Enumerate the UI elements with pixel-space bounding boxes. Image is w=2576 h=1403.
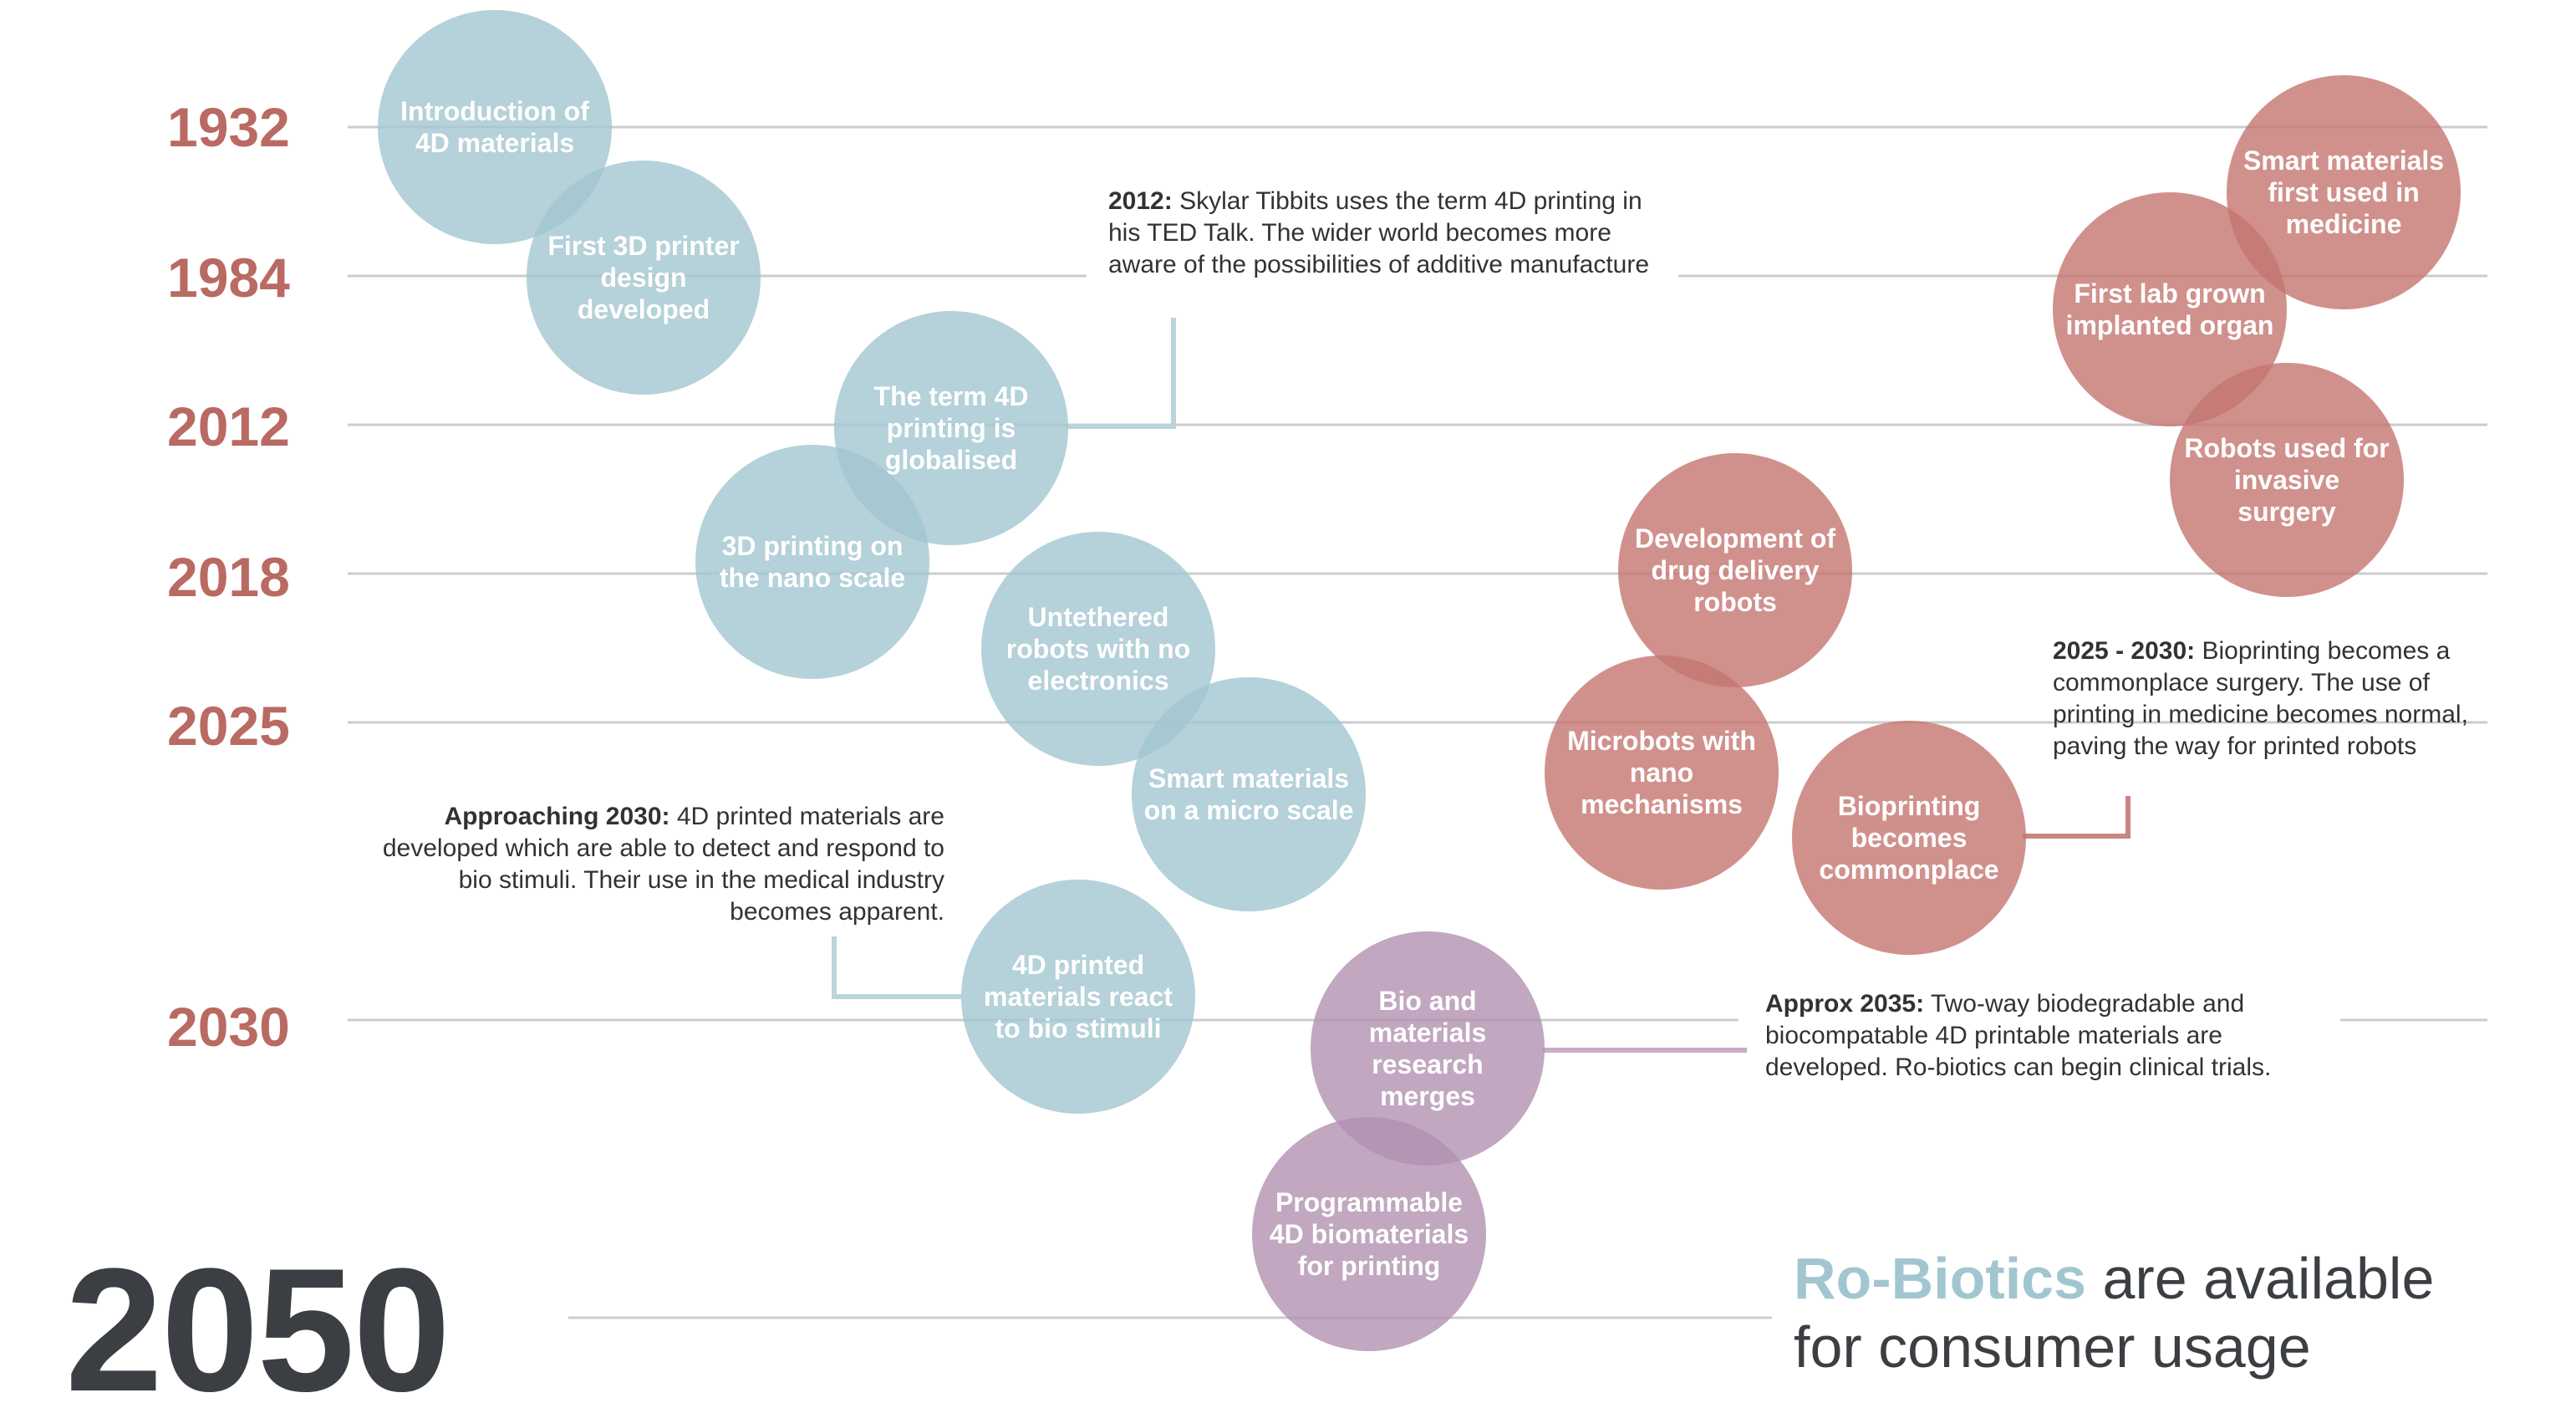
note-2025-2030: 2025 - 2030: Bioprinting becomes a commo… [2053,635,2497,763]
note-approx-2035-heading: Approx 2035: [1765,990,1925,1018]
note-2025-2030-heading: 2025 - 2030: [2053,637,2196,665]
brand-name: Ro-Biotics [1794,1246,2086,1311]
connector-2025 [2023,796,2131,839]
bubble-drug-delivery-robots: Development of drug delivery robots [1618,453,1852,687]
connector-2030 [832,936,961,999]
note-approaching-2030-heading: Approaching 2030: [444,803,670,830]
year-label-1932: 1932 [167,96,290,158]
bubble-introduction-4d-materials: Introduction of 4D materials [378,10,612,244]
note-approaching-2030: Approaching 2030: 4D printed materials a… [369,801,944,928]
year-label-2018: 2018 [167,546,290,608]
bubble-4d-materials-bio-stimuli: 4D printed materials react to bio stimul… [961,880,1195,1114]
note-approaching-2030-body: 4D printed materials are developed which… [382,803,944,926]
bubble-programmable-biomaterials: Programmable 4D biomaterials for printin… [1252,1117,1486,1351]
bubble-robots-invasive-surgery: Robots used for invasive surgery [2170,363,2404,597]
note-2012-body: Skylar Tibbits uses the term 4D printing… [1108,187,1650,278]
bubble-smart-materials-micro: Smart materials on a micro scale [1132,677,1366,911]
bubble-microbots-nano: Microbots with nano mechanisms [1545,656,1779,890]
final-statement-line1: are available [2086,1246,2435,1311]
final-statement-line2: for consumer usage [1794,1314,2311,1380]
year-label-2025: 2025 [167,695,290,757]
note-2012-heading: 2012: [1108,187,1173,215]
year-label-2012: 2012 [167,395,290,457]
bubble-lab-grown-organ: First lab grown implanted organ [2053,192,2287,426]
bubble-first-3d-printer: First 3D printer design developed [527,161,761,395]
note-2012: 2012: Skylar Tibbits uses the term 4D pr… [1108,186,1677,281]
bubble-bioprinting-commonplace: Bioprinting becomes commonplace [1792,721,2026,955]
year-label-2030: 2030 [167,996,290,1058]
note-approx-2035: Approx 2035: Two-way biodegradable and b… [1765,988,2350,1084]
final-statement: Ro-Biotics are available for consumer us… [1794,1244,2434,1381]
year-label-1984: 1984 [167,247,290,309]
final-year-label: 2050 [65,1232,451,1403]
note-approx-2035-body: Two-way biodegradable and biocompatable … [1765,990,2272,1081]
bubble-3d-printing-nano-scale: 3D printing on the nano scale [695,445,929,679]
connector-2012 [1067,318,1176,429]
note-2025-2030-body: Bioprinting becomes a commonplace surger… [2053,637,2468,760]
